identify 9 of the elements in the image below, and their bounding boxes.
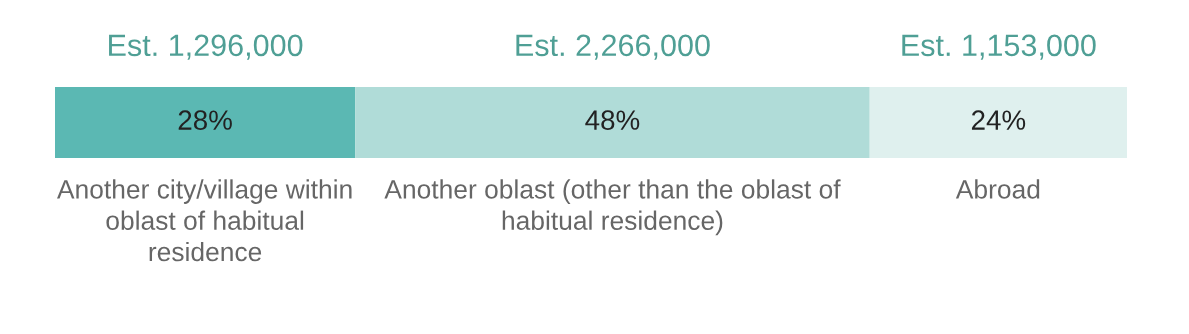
text: Est. 1,153,000	[902, 34, 1096, 60]
series-label: Another city/village within oblast of habitual residence	[57, 179, 352, 262]
series-label: Abroad	[955, 179, 1040, 199]
text: Est. 1,296,000	[109, 34, 303, 60]
data-label: 24%	[971, 110, 1026, 130]
series-label: Another oblast (other than the oblast of habitual residence)	[384, 179, 841, 236]
data-label: 48%	[585, 110, 640, 130]
data-label: 28%	[178, 110, 232, 130]
text: Est. 2,266,000	[516, 34, 710, 60]
